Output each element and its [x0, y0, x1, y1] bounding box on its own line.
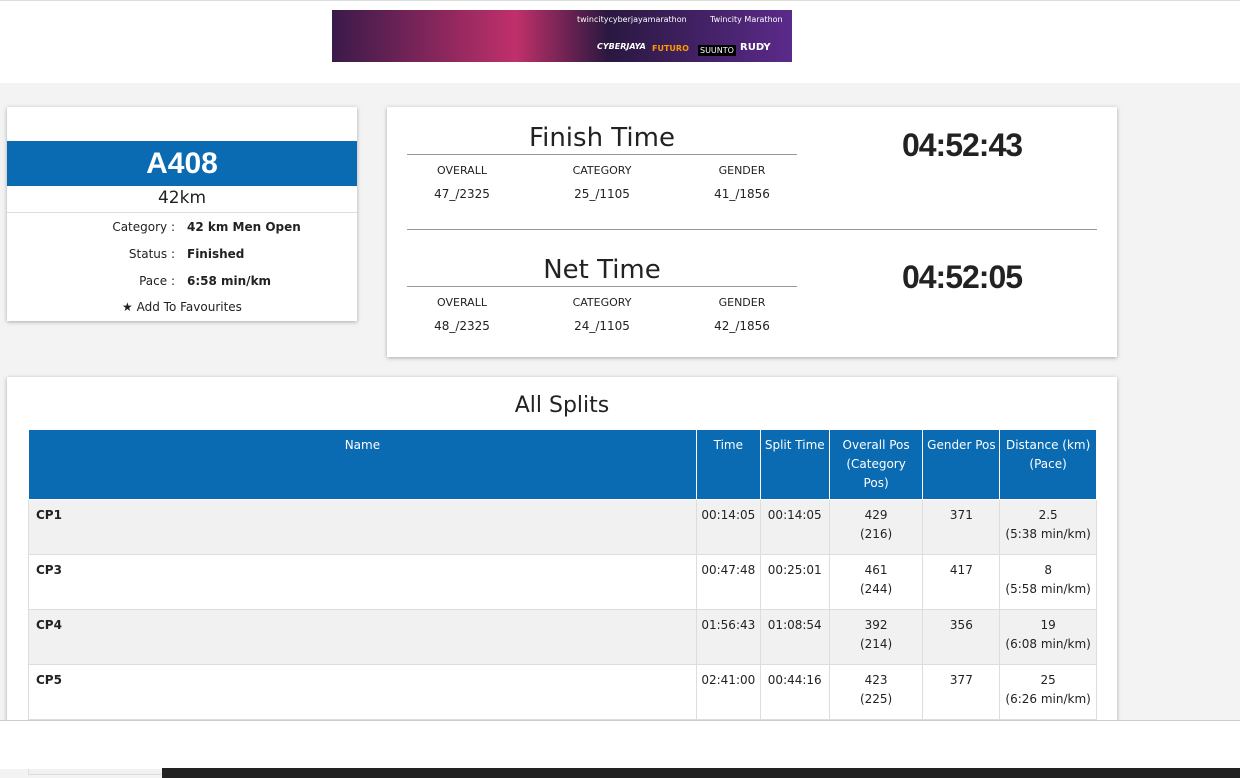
pace: (5:38 min/km) [1005, 527, 1091, 541]
distance: 19 (6:08 min/km) [999, 609, 1097, 665]
splits-title: All Splits [514, 393, 610, 418]
banner: twincitycyberjayamarathon Twincity Marat… [332, 10, 792, 62]
rank-label: GENDER [718, 296, 766, 309]
sponsor: SUUNTO [698, 45, 736, 56]
column-header: Time [695, 429, 761, 500]
column-header: Overall Pos (Category Pos) [828, 429, 924, 500]
overall: 423 [864, 673, 888, 687]
gender-pos: 371 [922, 499, 1001, 555]
cp-name: CP4 [28, 609, 697, 665]
category-pos: (216) [859, 527, 893, 541]
divider [407, 229, 1097, 230]
rank-label: CATEGORY [572, 164, 632, 177]
rank-value: 48_/2325 [434, 319, 490, 333]
cp-name: CP5 [28, 664, 697, 720]
overall: 429 [864, 508, 888, 522]
rank-label: OVERALL [437, 296, 487, 309]
split-row: CP4 01:56:43 01:08:54 392 (214) 356 19 (6:08 mi… [28, 609, 1097, 665]
field-label: Category : [112, 220, 175, 234]
time-title: Net Time [407, 255, 797, 287]
rank-value: 47_/2325 [434, 187, 490, 201]
field-label: Pace : [139, 274, 175, 288]
favourite-label[interactable]: Add To Favourites [136, 300, 242, 314]
footer-bar [0, 720, 1240, 769]
social: Twincity Marathon [710, 15, 783, 24]
km: 19 [1040, 618, 1056, 632]
category-pos: (214) [859, 637, 893, 651]
rank-value: 25_/1105 [574, 187, 630, 201]
field-value: 6:58 min/km [187, 274, 272, 288]
sponsor: CYBERJAYA [597, 42, 646, 51]
overall-pos: 429 (216) [828, 499, 924, 555]
time: 00:47:48 [695, 554, 761, 610]
column-header: Name [28, 429, 697, 500]
times-card: Finish Time 04:52:43 OVERALL 47_/2325 CATEGO… [387, 107, 1117, 357]
pace: (6:26 min/km) [1005, 692, 1091, 706]
distance: 25 (6:26 min/km) [999, 664, 1097, 720]
rank-label: OVERALL [437, 164, 487, 177]
splits-card: All Splits Name Time Split Time Overall Pos… [7, 377, 1117, 775]
split-time: 00:25:01 [759, 554, 830, 610]
taskbar [162, 768, 1240, 778]
time-value: 04:52:05 [901, 259, 1023, 295]
category-pos: (225) [859, 692, 893, 706]
split-time: 00:14:05 [759, 499, 830, 555]
time-value: 04:52:43 [901, 127, 1023, 163]
rank-label: CATEGORY [572, 296, 632, 309]
overall-pos: 461 (244) [828, 554, 924, 610]
split-row: CP5 02:41:00 00:44:16 423 (225) 377 25 (6:26 mi… [28, 664, 1097, 720]
rank-value: 42_/1856 [714, 319, 770, 333]
social: twincitycyberjayamarathon [577, 15, 687, 24]
distance: 2.5 (5:38 min/km) [999, 499, 1097, 555]
column-header: Gender Pos [922, 429, 1001, 500]
km: 8 [1044, 563, 1052, 577]
rank-label: GENDER [718, 164, 766, 177]
distance: 42km [7, 188, 357, 213]
overall-pos: 423 (225) [828, 664, 924, 720]
column-header: Distance (km) (Pace) [999, 429, 1097, 500]
pace: (6:08 min/km) [1005, 637, 1091, 651]
field-label: Status : [128, 247, 175, 261]
pace: (5:58 min/km) [1005, 582, 1091, 596]
column-header: Split Time [759, 429, 830, 500]
bib: A408 [7, 141, 357, 186]
time: 00:14:05 [695, 499, 761, 555]
field-value: Finished [187, 247, 245, 261]
split-time: 00:44:16 [759, 664, 830, 720]
gender-pos: 377 [922, 664, 1001, 720]
time: 02:41:00 [695, 664, 761, 720]
time: 01:56:43 [695, 609, 761, 665]
category-pos: (244) [859, 582, 893, 596]
split-row: CP3 00:47:48 00:25:01 461 (244) 417 8 (5:58 min… [28, 554, 1097, 610]
header-row: Name Time Split Time Overall Pos (Category … [28, 429, 1097, 500]
overall: 461 [864, 563, 888, 577]
cp-name: CP3 [28, 554, 697, 610]
sponsor: FUTURO [652, 44, 689, 53]
runner-card: A408 42km ★ Add To Favourites Category :… [7, 107, 357, 321]
gender-pos: 356 [922, 609, 1001, 665]
rank-value: 24_/1105 [574, 319, 630, 333]
distance: 8 (5:58 min/km) [999, 554, 1097, 610]
cp-name: CP1 [28, 499, 697, 555]
sponsor: RUDY [740, 42, 771, 53]
split-row: CP1 00:14:05 00:14:05 429 (216) 371 2.5 (5:38 m… [28, 499, 1097, 555]
overall-pos: 392 (214) [828, 609, 924, 665]
km: 25 [1040, 673, 1056, 687]
field-value: 42 km Men Open [187, 220, 301, 234]
overall: 392 [864, 618, 888, 632]
rank-value: 41_/1856 [714, 187, 770, 201]
gender-pos: 417 [922, 554, 1001, 610]
km: 2.5 [1038, 508, 1058, 522]
split-time: 01:08:54 [759, 609, 830, 665]
time-title: Finish Time [407, 123, 797, 155]
favourite[interactable]: ★ Add To Favourites [122, 300, 242, 314]
